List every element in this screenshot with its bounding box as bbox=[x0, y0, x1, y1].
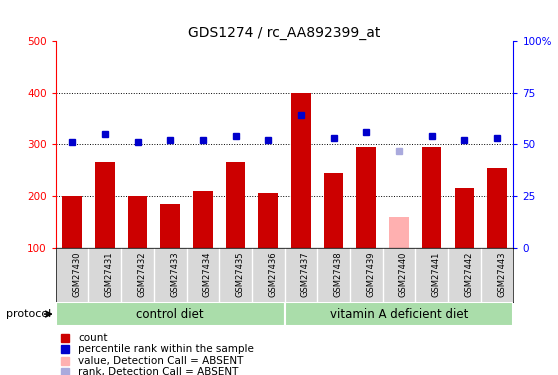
Text: control diet: control diet bbox=[136, 308, 204, 321]
Bar bbox=[193, 191, 213, 248]
Bar bbox=[95, 162, 114, 248]
Text: GSM27431: GSM27431 bbox=[105, 252, 114, 297]
Bar bbox=[128, 196, 147, 248]
Text: rank, Detection Call = ABSENT: rank, Detection Call = ABSENT bbox=[78, 367, 238, 375]
Text: GSM27438: GSM27438 bbox=[334, 252, 343, 297]
Bar bbox=[56, 302, 285, 326]
Text: count: count bbox=[78, 333, 107, 343]
Text: GSM27432: GSM27432 bbox=[137, 252, 147, 297]
Bar bbox=[455, 188, 474, 248]
Text: protocol: protocol bbox=[6, 309, 51, 319]
Text: GSM27439: GSM27439 bbox=[366, 252, 376, 297]
Text: GSM27430: GSM27430 bbox=[72, 252, 81, 297]
Text: GSM27434: GSM27434 bbox=[203, 252, 212, 297]
Bar bbox=[285, 302, 513, 326]
Text: percentile rank within the sample: percentile rank within the sample bbox=[78, 344, 254, 354]
Bar bbox=[258, 194, 278, 248]
Bar bbox=[357, 147, 376, 248]
Bar bbox=[324, 173, 343, 248]
Text: GSM27443: GSM27443 bbox=[497, 252, 506, 297]
Bar bbox=[422, 147, 441, 248]
Bar bbox=[160, 204, 180, 248]
Text: GSM27436: GSM27436 bbox=[268, 252, 277, 297]
Bar bbox=[62, 196, 82, 248]
Text: GSM27440: GSM27440 bbox=[399, 252, 408, 297]
Bar bbox=[487, 168, 507, 248]
Text: value, Detection Call = ABSENT: value, Detection Call = ABSENT bbox=[78, 356, 243, 366]
Text: GSM27442: GSM27442 bbox=[464, 252, 473, 297]
Title: GDS1274 / rc_AA892399_at: GDS1274 / rc_AA892399_at bbox=[189, 26, 381, 40]
Text: GSM27437: GSM27437 bbox=[301, 252, 310, 297]
Bar bbox=[226, 162, 246, 248]
Text: GSM27435: GSM27435 bbox=[235, 252, 244, 297]
Text: GSM27433: GSM27433 bbox=[170, 252, 179, 297]
Text: GSM27441: GSM27441 bbox=[432, 252, 441, 297]
Bar bbox=[389, 216, 409, 248]
Text: vitamin A deficient diet: vitamin A deficient diet bbox=[330, 308, 468, 321]
Bar bbox=[291, 93, 311, 248]
